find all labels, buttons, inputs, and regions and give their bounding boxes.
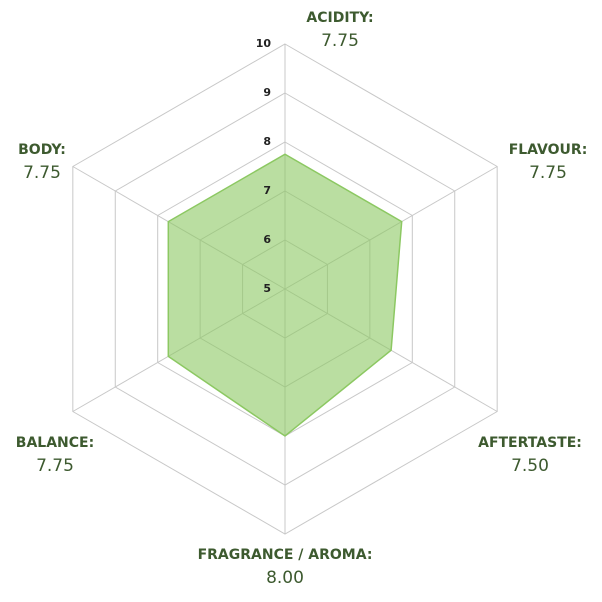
axis-label: BALANCE: <box>16 435 94 451</box>
r-tick-label: 8 <box>263 135 271 148</box>
r-tick-label: 7 <box>263 184 271 197</box>
r-tick-label: 9 <box>263 86 271 99</box>
axis-label: ACIDITY: <box>306 10 373 26</box>
r-tick-label: 10 <box>256 37 272 50</box>
r-tick-label: 6 <box>263 233 271 246</box>
value-label: 8.00 <box>266 568 304 588</box>
value-label: 7.75 <box>23 163 61 183</box>
axis-label: AFTERTASTE: <box>478 435 582 451</box>
axis-label: FRAGRANCE / AROMA: <box>198 547 373 563</box>
value-label: 7.75 <box>321 31 359 51</box>
value-label: 7.50 <box>511 456 549 476</box>
r-tick-label: 5 <box>263 282 271 295</box>
data-area <box>167 153 403 437</box>
axis-label: FLAVOUR: <box>509 142 588 158</box>
value-label: 7.75 <box>36 456 74 476</box>
axis-label: BODY: <box>18 142 66 158</box>
value-label: 7.75 <box>529 163 567 183</box>
